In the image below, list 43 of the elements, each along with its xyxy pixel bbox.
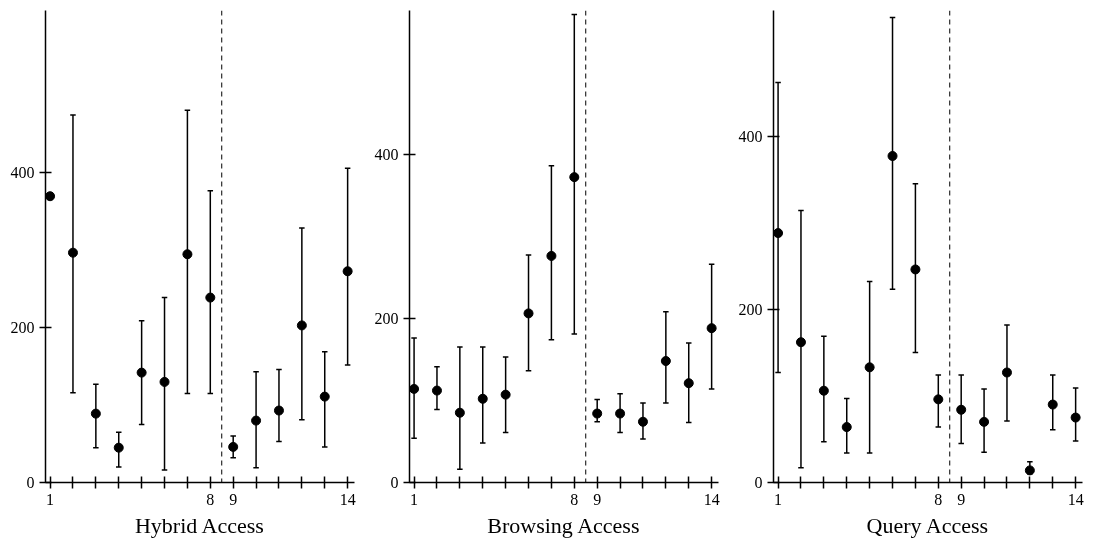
- point: [159, 376, 170, 387]
- point: [546, 250, 557, 261]
- x-tick-label: 14: [703, 490, 720, 508]
- point: [841, 422, 852, 433]
- x-tick-label: 8: [206, 490, 215, 508]
- x-tick-label: 1: [410, 490, 419, 508]
- x-tick-label: 8: [934, 490, 943, 508]
- y-tick-label: 200: [374, 309, 399, 327]
- y-tick-label: 0: [754, 474, 763, 491]
- y-tick-label: 400: [374, 145, 399, 163]
- y-tick-label: 400: [738, 127, 763, 145]
- point: [683, 378, 694, 389]
- point: [113, 442, 124, 453]
- x-axis-title: Query Access: [866, 512, 989, 538]
- point: [1070, 412, 1081, 423]
- point: [864, 362, 875, 373]
- x-tick-label: 8: [570, 490, 579, 508]
- x-axis-title: Hybrid Access: [134, 512, 264, 538]
- point: [706, 323, 717, 334]
- y-tick-label: 200: [738, 300, 763, 318]
- x-tick-label: 1: [774, 490, 783, 508]
- point: [182, 249, 193, 260]
- x-axis-title: Browsing Access: [487, 512, 640, 538]
- point: [45, 191, 56, 202]
- x-tick-label: 9: [957, 490, 966, 508]
- x-tick-label: 9: [593, 490, 602, 508]
- y-tick-label: 200: [10, 319, 35, 337]
- point: [477, 393, 488, 404]
- point: [319, 391, 330, 402]
- y-tick-label: 400: [10, 164, 35, 182]
- y-tick-label: 0: [26, 474, 35, 491]
- point: [569, 172, 580, 183]
- point: [887, 151, 898, 161]
- point: [342, 266, 353, 277]
- x-tick-label: 14: [339, 490, 356, 508]
- x-tick-label: 14: [1067, 490, 1084, 508]
- y-tick-label: 0: [390, 474, 399, 491]
- point: [500, 389, 511, 400]
- point: [136, 367, 147, 378]
- point: [910, 264, 921, 275]
- x-tick-label: 9: [229, 490, 238, 508]
- x-tick-label: 1: [46, 490, 55, 508]
- point: [933, 394, 944, 405]
